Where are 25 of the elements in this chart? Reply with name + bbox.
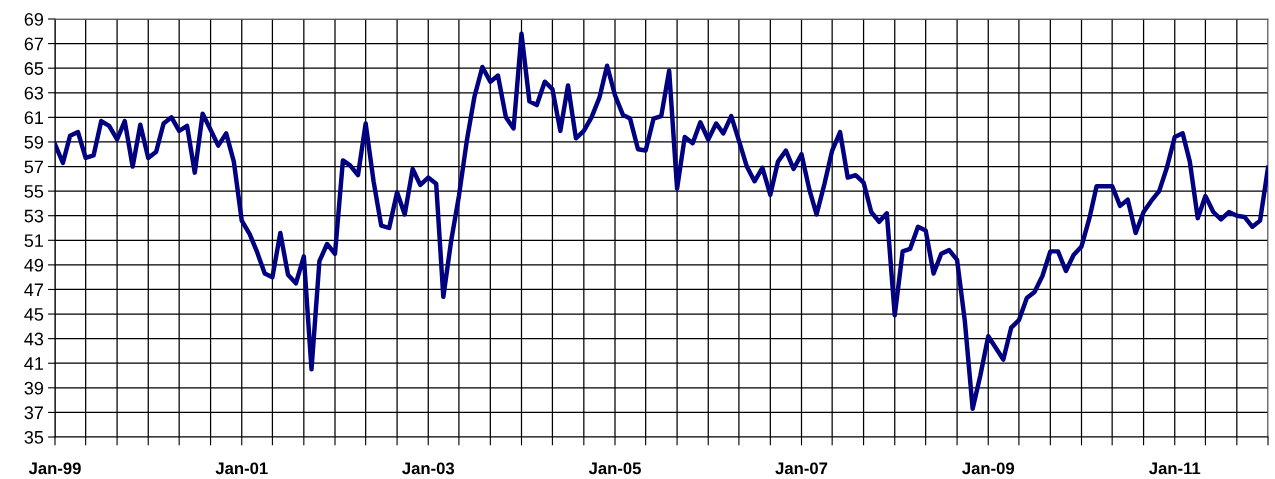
y-tick-label: 65 — [24, 62, 44, 75]
x-tick-label: Jan-05 — [588, 462, 641, 475]
y-tick-label: 45 — [24, 308, 44, 321]
y-tick-label: 51 — [24, 234, 44, 248]
x-tick-label: Jan-09 — [962, 462, 1015, 475]
y-tick-label: 35 — [24, 430, 44, 444]
x-tick-label: Jan-07 — [775, 462, 828, 475]
y-tick-label: 55 — [24, 185, 44, 198]
y-tick-label: 47 — [24, 283, 43, 297]
x-tick-label: Jan-11 — [1149, 462, 1201, 475]
y-tick-label: 43 — [24, 332, 44, 346]
y-tick-label: 49 — [24, 258, 44, 272]
y-tick-label: 53 — [24, 209, 44, 223]
y-tick-label: 63 — [24, 86, 44, 100]
y-tick-label: 37 — [24, 406, 43, 420]
y-tick-label: 67 — [24, 37, 43, 51]
y-tick-label: 61 — [24, 111, 44, 125]
x-tick-label: Jan-99 — [28, 462, 81, 475]
y-tick-label: 39 — [24, 381, 44, 395]
y-tick-label: 69 — [24, 12, 44, 26]
y-tick-label: 57 — [24, 160, 43, 174]
y-tick-label: 59 — [24, 135, 44, 149]
y-tick-label: 41 — [24, 357, 44, 370]
x-tick-label: Jan-01 — [215, 462, 268, 475]
x-tick-label: Jan-03 — [402, 462, 455, 475]
